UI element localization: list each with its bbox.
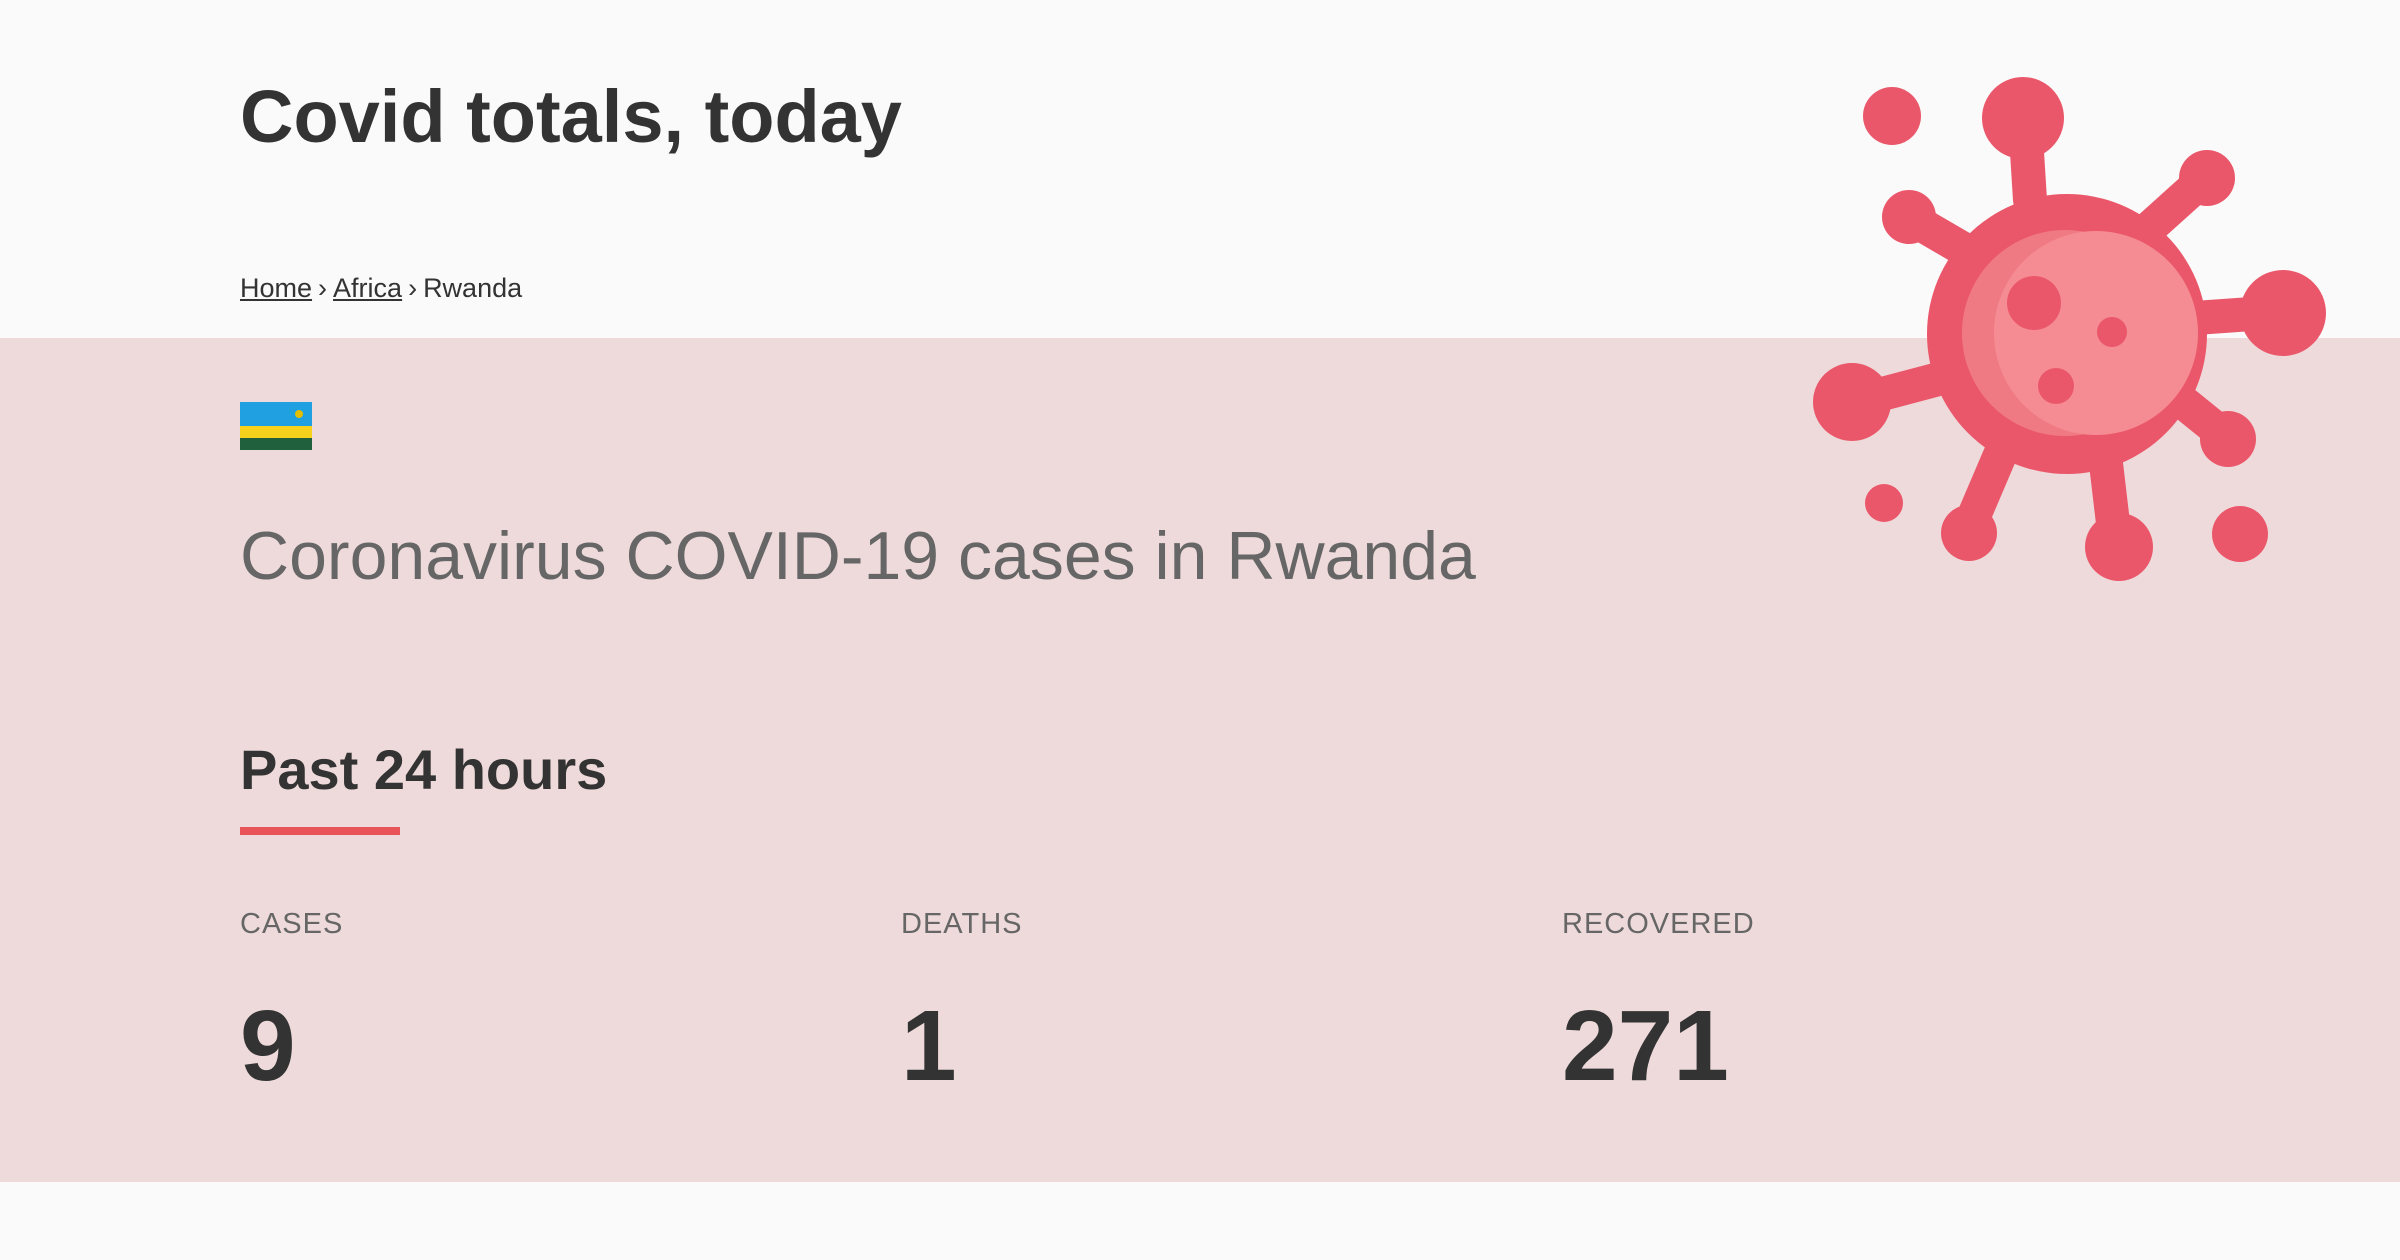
breadcrumb-separator: › (318, 273, 328, 303)
page-header: Covid totals, today Home › Africa › Rwanda (0, 0, 2400, 338)
breadcrumb-separator: › (408, 273, 418, 303)
breadcrumb-current: Rwanda (423, 273, 523, 303)
stat-deaths-label: DEATHS (901, 908, 1023, 940)
stat-recovered-label: RECOVERED (1562, 908, 1755, 940)
breadcrumb-africa-link[interactable]: Africa (333, 273, 403, 303)
section-accent-rule (240, 827, 400, 835)
country-heading: Coronavirus COVID-19 cases in Rwanda (240, 518, 1476, 594)
virus-icon (1813, 77, 2326, 581)
stat-cases-value: 9 (240, 990, 296, 1102)
stat-recovered: RECOVERED 271 (1562, 904, 2162, 1104)
stat-cases: CASES 9 (240, 904, 840, 1104)
stat-cases-label: CASES (240, 908, 344, 940)
page-title: Covid totals, today (240, 75, 902, 158)
stat-deaths: DEATHS 1 (901, 904, 1501, 1104)
stat-deaths-value: 1 (901, 990, 957, 1102)
rwanda-flag-icon (240, 402, 312, 450)
breadcrumb-home-link[interactable]: Home (240, 273, 313, 303)
breadcrumb: Home › Africa › Rwanda (240, 270, 522, 306)
stat-recovered-value: 271 (1562, 990, 1729, 1102)
past-24-hours-heading: Past 24 hours (240, 738, 608, 801)
